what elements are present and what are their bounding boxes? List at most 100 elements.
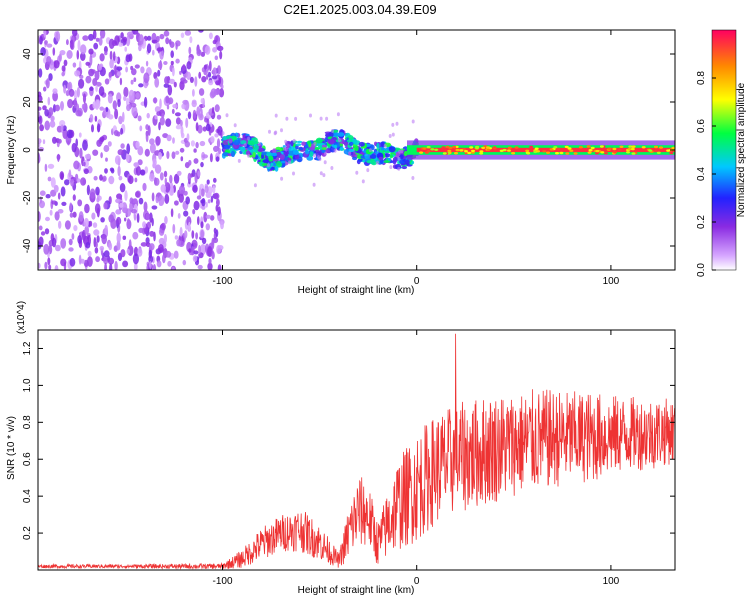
heatmap-cell (486, 148, 491, 151)
heatmap-cell (641, 146, 646, 149)
heatmap-cell (104, 51, 108, 56)
heatmap-cell (170, 208, 174, 218)
heatmap-cell (96, 139, 102, 147)
heatmap-cell (99, 106, 104, 111)
heatmap-cell (284, 147, 288, 152)
heatmap-cell (197, 170, 201, 177)
heatmap-cell (69, 257, 76, 267)
heatmap-cell (595, 149, 600, 153)
heatmap-cell (44, 109, 50, 117)
heatmap-cell (328, 131, 334, 138)
heatmap-cell (257, 142, 261, 147)
heatmap-cell (72, 194, 76, 201)
heatmap-cell (268, 155, 274, 162)
heatmap-cell (525, 149, 530, 152)
y-tick-label: 0.8 (22, 415, 33, 429)
heatmap-cell (479, 152, 484, 155)
heatmap-cell (388, 146, 396, 153)
heatmap-cell (159, 172, 164, 181)
heatmap-cell (247, 146, 253, 150)
colorbar-tick-label: 0.8 (696, 71, 707, 85)
heatmap-cell (167, 84, 173, 96)
heatmap-cell (397, 166, 401, 171)
heatmap-cell (109, 263, 113, 270)
heatmap-cell (96, 197, 100, 203)
heatmap-cell (38, 94, 43, 103)
y-tick-label: -40 (22, 238, 33, 253)
heatmap-cell (159, 49, 164, 60)
heatmap-cell (366, 160, 373, 164)
heatmap-cell (564, 145, 569, 149)
heatmap-cell (166, 104, 170, 110)
heatmap-cell (529, 145, 534, 149)
heatmap-cell (175, 58, 180, 64)
heatmap-cell (188, 46, 192, 55)
heatmap-cell (447, 149, 452, 153)
heatmap-cell (198, 30, 204, 33)
heatmap-cell (89, 188, 96, 199)
heatmap-cell (145, 237, 150, 244)
heatmap-cell (217, 45, 224, 52)
heatmap-cell (452, 145, 457, 149)
heatmap-cell (53, 60, 60, 69)
heatmap-cell (387, 157, 391, 162)
heatmap-cell (654, 145, 658, 149)
heatmap-cell (455, 148, 460, 152)
heatmap-cell (631, 145, 636, 148)
heatmap-cell (159, 33, 165, 40)
heatmap-cell (135, 191, 140, 198)
heatmap-cell (294, 116, 298, 121)
heatmap-cell (125, 35, 131, 47)
heatmap-cell (138, 34, 144, 46)
heatmap-cell (177, 213, 181, 219)
heatmap-cell (171, 108, 175, 114)
snr-series-line (38, 333, 675, 570)
heatmap-cell (337, 132, 345, 137)
heatmap-cell (219, 50, 223, 60)
heatmap-cell (216, 114, 222, 120)
heatmap-cell (187, 111, 192, 120)
y-tick-label: 0.2 (22, 526, 33, 540)
heatmap-cell (130, 79, 134, 85)
heatmap-cell (184, 30, 192, 36)
heatmap-cell (210, 215, 215, 221)
heatmap-cell (193, 148, 197, 153)
heatmap-cell (72, 30, 78, 37)
heatmap-cell (213, 192, 220, 200)
heatmap-cell (198, 187, 202, 198)
heatmap-cell (405, 159, 410, 166)
heatmap-cell (94, 247, 99, 254)
heatmap-cell (180, 119, 183, 127)
heatmap-cell (52, 88, 58, 94)
heatmap-cell (270, 162, 274, 167)
heatmap-cell (71, 142, 77, 153)
heatmap-cell (48, 264, 52, 270)
heatmap-cell (116, 216, 122, 225)
heatmap-cell (125, 66, 128, 73)
heatmap-cell (273, 131, 277, 136)
heatmap-cell (60, 186, 66, 197)
heatmap-cell (185, 117, 189, 128)
heatmap-cell (368, 148, 372, 153)
heatmap-cell (47, 163, 55, 169)
heatmap-cell (58, 220, 62, 229)
heatmap-cell (218, 88, 225, 98)
heatmap-cell (627, 148, 632, 151)
heatmap-cell (83, 161, 86, 167)
heatmap-cell (90, 69, 96, 74)
heatmap-cell (419, 151, 424, 154)
heatmap-cell (163, 233, 167, 244)
heatmap-cell (65, 90, 70, 97)
heatmap-cell (43, 86, 47, 92)
y-tick-label: 0 (22, 147, 33, 153)
heatmap-cell (108, 175, 115, 185)
heatmap-cell (78, 211, 84, 222)
heatmap-cell (38, 236, 44, 247)
heatmap-cell (147, 125, 151, 136)
heatmap-cell (426, 146, 431, 149)
heatmap-cell (163, 30, 170, 37)
heatmap-cell (169, 174, 173, 184)
heatmap-cell (567, 147, 572, 150)
heatmap-cell (76, 178, 81, 183)
heatmap-cell (336, 112, 340, 117)
